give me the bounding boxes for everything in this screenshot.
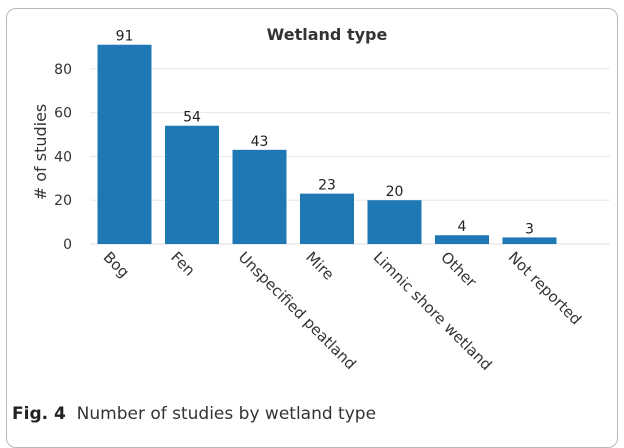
bar-chart: Wetland type # of studies 0 20 40 60 80 91 54… <box>31 25 610 374</box>
chart-title: Wetland type <box>267 25 388 44</box>
bar-limnic-shore-wetland <box>367 200 422 244</box>
bar-unspecified-peatland <box>232 149 287 244</box>
x-tick-not-reported: Not reported <box>505 248 585 328</box>
x-tick-limnic-shore-wetland: Limnic shore wetland <box>370 248 496 374</box>
bar-not-reported <box>502 237 557 244</box>
data-label-not-reported: 3 <box>525 221 534 237</box>
data-label-mire: 23 <box>318 178 336 194</box>
data-label-unspecified-peatland: 43 <box>251 134 269 150</box>
y-tick-40: 40 <box>54 149 72 165</box>
data-label-limnic-shore-wetland: 20 <box>386 184 404 200</box>
x-tick-other: Other <box>437 248 480 291</box>
caption-label: Fig. 4 <box>12 404 66 424</box>
figure-caption: Fig. 4 Number of studies by wetland type <box>12 404 376 424</box>
x-tick-mire: Mire <box>302 248 337 283</box>
y-axis-ticks: 0 20 40 60 80 <box>54 62 72 253</box>
x-tick-fen: Fen <box>167 248 198 279</box>
data-label-other: 4 <box>458 219 467 235</box>
y-tick-60: 60 <box>54 106 72 122</box>
bars <box>97 44 557 245</box>
y-tick-0: 0 <box>63 237 72 253</box>
data-label-bog: 91 <box>116 29 134 45</box>
bar-mire <box>300 193 354 244</box>
data-label-fen: 54 <box>183 110 201 126</box>
y-tick-20: 20 <box>54 193 72 209</box>
caption-text: Number of studies by wetland type <box>76 404 377 424</box>
bar-fen <box>165 125 219 244</box>
bar-other <box>435 235 489 244</box>
y-tick-80: 80 <box>54 62 72 78</box>
bar-bog <box>97 44 152 245</box>
x-tick-unspecified-peatland: Unspecified peatland <box>235 248 360 373</box>
x-tick-bog: Bog <box>100 248 133 281</box>
y-axis-label: # of studies <box>31 104 50 201</box>
